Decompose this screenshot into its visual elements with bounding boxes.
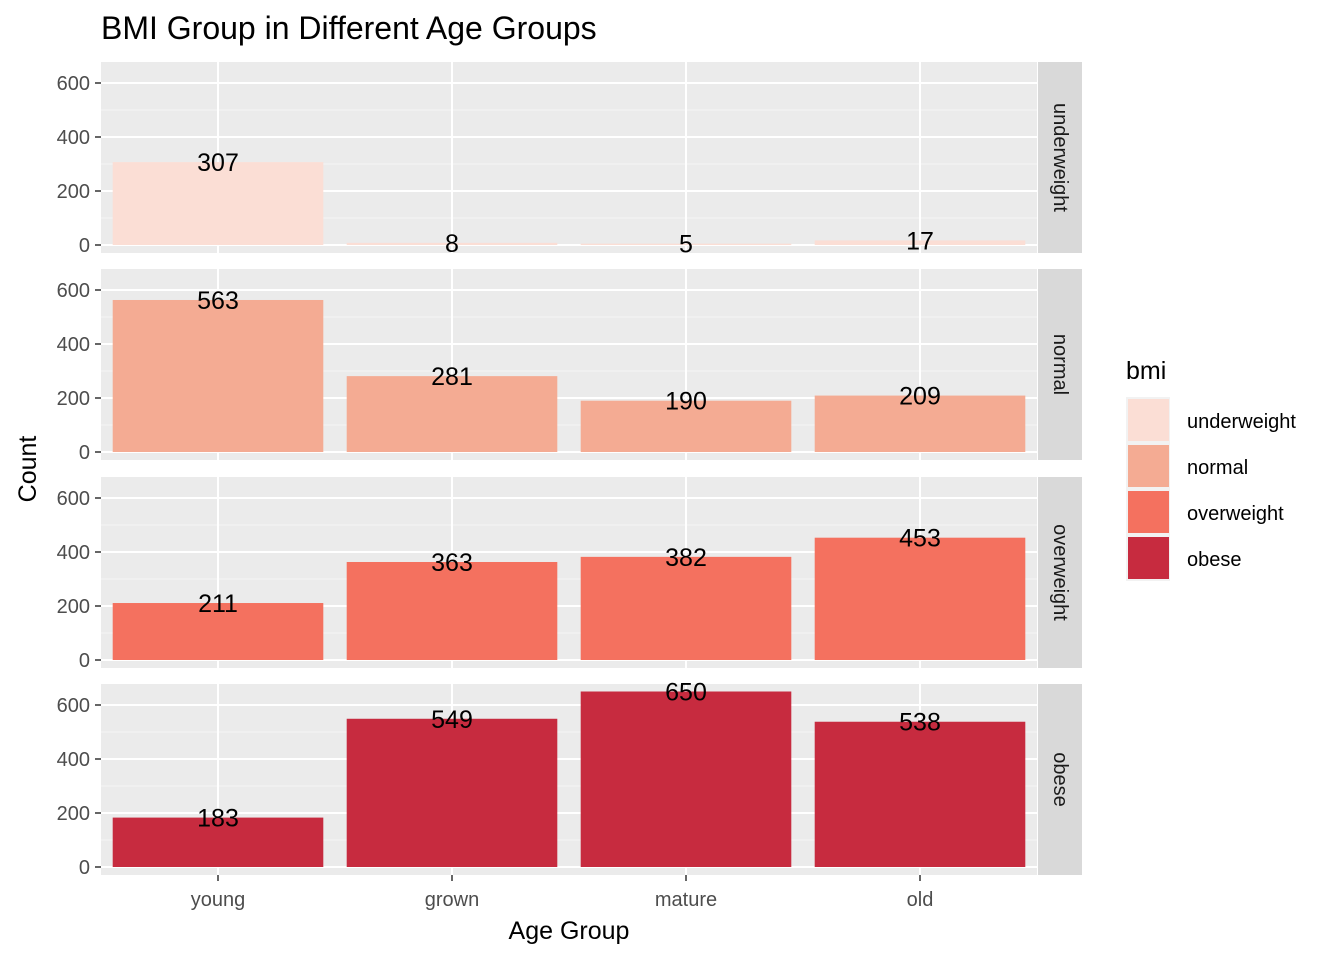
data-label: 549 <box>431 706 473 734</box>
bar-underweight-old <box>814 240 1026 245</box>
data-label: 5 <box>679 231 693 259</box>
data-label: 563 <box>197 287 239 315</box>
data-label: 209 <box>899 383 941 411</box>
data-label: 363 <box>431 549 473 577</box>
data-label: 211 <box>198 590 238 618</box>
y-tick-label: 600 <box>57 488 90 510</box>
data-label: 190 <box>665 388 707 416</box>
legend-key-obese <box>1128 537 1169 579</box>
data-label: 281 <box>431 363 473 391</box>
legend-label: underweight <box>1187 411 1296 433</box>
bar-overweight-young <box>112 603 324 660</box>
facet-strip-normal <box>1038 269 1082 460</box>
y-tick-label: 600 <box>57 695 90 717</box>
data-label: 17 <box>906 227 934 255</box>
facet-strip-underweight <box>1038 62 1082 253</box>
chart-title: BMI Group in Different Age Groups <box>101 10 597 46</box>
facet-strip-label: normal <box>1049 334 1071 395</box>
bar-obese-young <box>112 817 324 867</box>
y-tick-label: 600 <box>57 280 90 302</box>
y-tick-label: 400 <box>57 749 90 771</box>
legend-key-overweight <box>1128 491 1169 533</box>
data-label: 453 <box>899 525 941 553</box>
y-tick-label: 0 <box>79 235 90 257</box>
x-tick-label: young <box>191 889 246 911</box>
bar-underweight-mature <box>580 243 792 245</box>
y-tick-label: 400 <box>57 127 90 149</box>
y-tick-label: 0 <box>79 650 90 672</box>
data-label: 183 <box>197 805 239 833</box>
facet-strip-label: underweight <box>1049 103 1071 212</box>
legend-label: overweight <box>1187 503 1284 525</box>
x-axis-title: Age Group <box>509 917 630 945</box>
y-tick-label: 0 <box>79 442 90 464</box>
legend-key-underweight <box>1128 399 1169 441</box>
bar-overweight-grown <box>346 561 558 660</box>
data-label: 382 <box>665 544 707 572</box>
y-tick-label: 400 <box>57 334 90 356</box>
y-tick-label: 0 <box>79 857 90 879</box>
bar-normal-young <box>112 299 324 452</box>
data-label: 538 <box>899 709 941 737</box>
legend-label: normal <box>1187 457 1248 479</box>
bar-obese-grown <box>346 718 558 867</box>
bar-overweight-old <box>814 537 1026 660</box>
y-tick-label: 200 <box>57 803 90 825</box>
x-tick-label: mature <box>655 889 717 911</box>
data-label: 650 <box>665 679 707 707</box>
y-axis-title: Count <box>14 436 42 503</box>
facet-strip-obese <box>1038 684 1082 875</box>
bar-underweight-young <box>112 162 324 245</box>
bar-overweight-mature <box>580 556 792 660</box>
x-tick-label: old <box>907 889 934 911</box>
facet-strip-label: obese <box>1049 752 1071 807</box>
legend-key-normal <box>1128 445 1169 487</box>
y-tick-label: 600 <box>57 73 90 95</box>
bar-normal-mature <box>580 400 792 452</box>
bar-obese-old <box>814 721 1026 867</box>
legend-title: bmi <box>1126 357 1166 385</box>
bar-normal-old <box>814 395 1026 452</box>
facet-strip-label: overweight <box>1049 524 1071 621</box>
y-tick-label: 200 <box>57 181 90 203</box>
y-tick-label: 200 <box>57 596 90 618</box>
bar-normal-grown <box>346 376 558 452</box>
facet-strip-overweight <box>1038 477 1082 668</box>
x-tick-label: grown <box>425 889 479 911</box>
data-label: 307 <box>197 149 239 177</box>
y-tick-label: 400 <box>57 542 90 564</box>
bar-obese-mature <box>580 691 792 867</box>
data-label: 8 <box>445 230 459 258</box>
bar-underweight-grown <box>346 242 558 245</box>
y-tick-label: 200 <box>57 388 90 410</box>
legend-label: obese <box>1187 549 1242 571</box>
